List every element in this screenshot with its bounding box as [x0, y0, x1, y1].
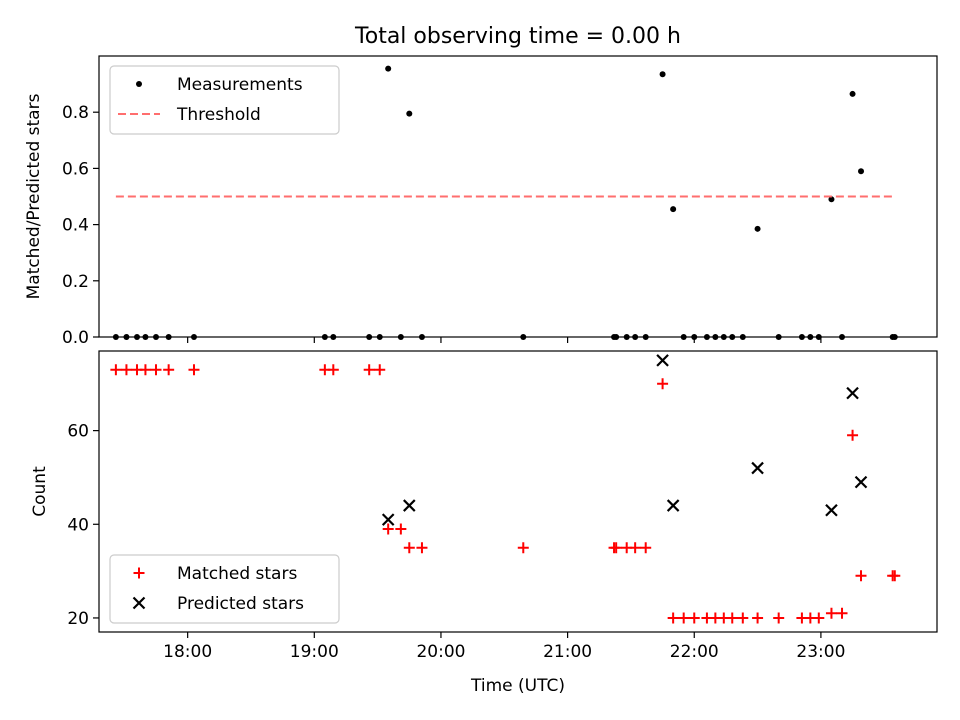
y-tick-label: 40: [67, 515, 89, 535]
matched-star-point: [678, 612, 690, 624]
matched-star-point: [382, 523, 394, 535]
matched-star-point: [110, 364, 122, 376]
matched-star-point: [139, 364, 151, 376]
matched-star-point: [752, 612, 764, 624]
matched-star-point: [416, 542, 428, 554]
predicted-star-point: [403, 499, 416, 512]
matched-star-point: [327, 364, 339, 376]
matched-star-point: [163, 364, 175, 376]
x-tick-label: 18:00: [163, 642, 212, 662]
legend-label: Measurements: [177, 75, 303, 95]
matched-star-point: [629, 542, 641, 554]
x-axis-label: Time (UTC): [470, 676, 565, 696]
x-tick-label: 23:00: [796, 642, 845, 662]
matched-star-point: [688, 612, 700, 624]
measurement-point: [670, 206, 677, 213]
predicted-star-point: [656, 354, 669, 367]
series-predicted-stars: [381, 354, 868, 526]
legend-label: Predicted stars: [177, 594, 304, 614]
y-tick-label: 60: [67, 422, 89, 442]
predicted-star-point: [666, 499, 680, 512]
series-matched-stars: [110, 364, 901, 624]
legend-measurement-swatch: [136, 81, 142, 87]
matched-star-point: [403, 542, 415, 554]
measurement-point: [828, 196, 835, 203]
matched-star-point: [657, 378, 669, 390]
y-tick-label: 0.6: [62, 159, 89, 179]
top-panel: 0.0 0.2 0.4 0.6 0.8 Matched/Predicted stars Me…: [24, 55, 938, 348]
matched-star-point: [363, 364, 375, 376]
matched-star-point: [395, 523, 407, 535]
matched-star-point: [667, 612, 679, 624]
legend-matched-swatch: [133, 567, 145, 579]
matched-star-point: [517, 542, 529, 554]
x-tick-label: 21:00: [543, 642, 592, 662]
figure-title: Total observing time = 0.00 h: [354, 24, 681, 49]
measurement-point: [849, 90, 856, 97]
matched-star-point: [773, 612, 785, 624]
matched-star-point: [120, 364, 132, 376]
y-tick-label: 0.2: [62, 272, 89, 292]
x-tick-label: 22:00: [670, 642, 719, 662]
legend-predicted-swatch: [132, 596, 146, 610]
matched-star-point: [610, 542, 622, 554]
predicted-star-point: [854, 475, 868, 489]
x-tick-label: 20:00: [416, 642, 465, 662]
matched-star-point: [847, 429, 859, 441]
matched-star-point: [726, 612, 738, 624]
legend-label: Threshold: [176, 105, 261, 125]
measurement-point: [754, 225, 761, 232]
predicted-star-point: [825, 503, 838, 517]
matched-star-point: [150, 364, 162, 376]
measurement-point: [659, 71, 666, 78]
predicted-star-point: [751, 461, 764, 475]
y-tick-label: 0.4: [62, 216, 89, 236]
y-axis-label: Matched/Predicted stars: [24, 93, 44, 299]
matched-star-point: [737, 612, 749, 624]
measurement-point: [406, 110, 413, 117]
legend: Measurements Threshold: [109, 65, 340, 135]
x-tick-label: 19:00: [290, 642, 339, 662]
predicted-star-point: [381, 513, 395, 526]
y-tick-label: 0.8: [62, 103, 89, 123]
matched-star-point: [855, 570, 867, 582]
measurement-point: [385, 65, 392, 72]
matched-star-point: [813, 612, 825, 624]
matched-star-point: [188, 364, 200, 376]
predicted-star-point: [846, 386, 859, 400]
bottom-panel: 18:00 19:00 20:00 21:00 22:00 23:00 20 40 60 Coun…: [30, 350, 938, 696]
axes-frame: [98, 55, 938, 338]
matched-star-point: [889, 570, 901, 582]
matched-star-point: [825, 607, 837, 619]
matched-star-point: [836, 607, 848, 619]
matched-star-point: [374, 364, 386, 376]
y-tick-label: 0.0: [62, 328, 89, 348]
measurement-point: [858, 168, 865, 175]
legend-label: Matched stars: [177, 564, 297, 584]
y-tick-label: 20: [67, 609, 89, 629]
legend-box: [109, 65, 340, 135]
legend: Matched stars Predicted stars: [109, 554, 340, 624]
y-axis-label: Count: [30, 466, 50, 517]
axes-frame: [98, 350, 938, 633]
matched-star-point: [640, 542, 652, 554]
legend-box: [109, 554, 340, 624]
